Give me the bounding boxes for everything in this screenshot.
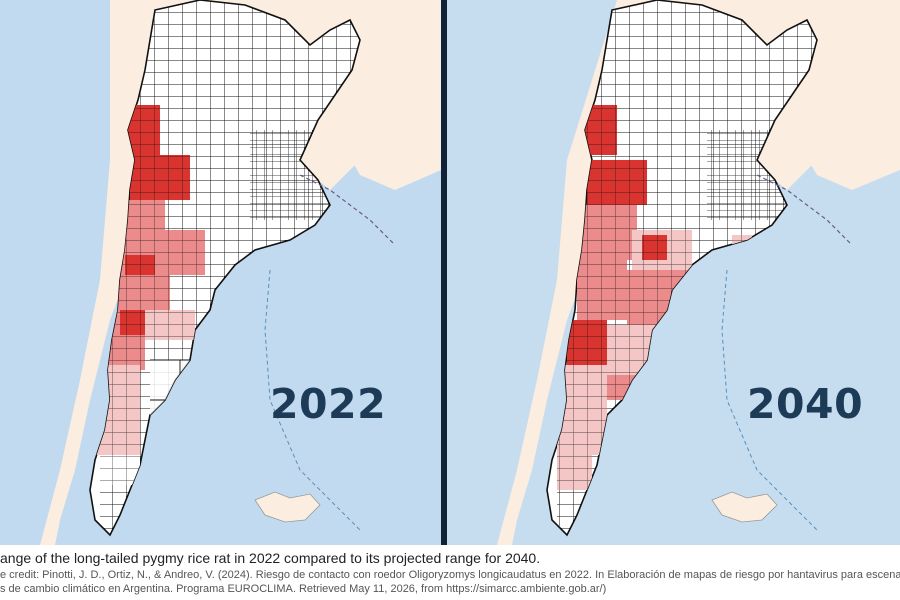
caption-title: ange of the long-tailed pygmy rice rat i…: [0, 550, 541, 566]
figure-caption: ange of the long-tailed pygmy rice rat i…: [0, 548, 900, 600]
map-panel-2022: 2022: [0, 0, 441, 545]
panel-divider: [441, 0, 447, 545]
caption-credit: e credit: Pinotti, J. D., Ortiz, N., & A…: [0, 569, 900, 581]
falkland-islands: [711, 491, 778, 523]
maps-figure: 2022: [0, 0, 900, 545]
map-year-label: 2040: [747, 380, 864, 428]
falkland-islands: [254, 491, 321, 523]
caption-credit-line2: s de cambio climático en Argentina. Prog…: [0, 583, 607, 595]
map-year-label: 2022: [270, 380, 387, 428]
map-panel-2040: 2040: [447, 0, 900, 545]
map-2040: [447, 0, 900, 545]
map-2022: [0, 0, 441, 545]
